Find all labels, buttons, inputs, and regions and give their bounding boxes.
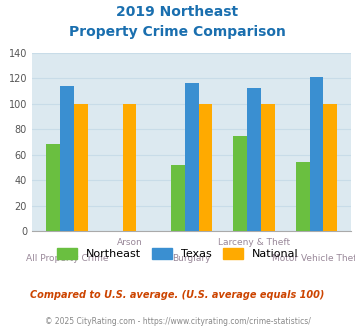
Bar: [47, 145, 60, 231]
Bar: [60, 86, 74, 231]
Bar: [185, 83, 198, 231]
Text: 2019 Northeast: 2019 Northeast: [116, 5, 239, 19]
Bar: [247, 88, 261, 231]
Text: Burglary: Burglary: [173, 254, 211, 263]
Bar: [171, 165, 185, 231]
Bar: [261, 104, 275, 231]
Text: All Property Crime: All Property Crime: [26, 254, 108, 263]
Text: Motor Vehicle Theft: Motor Vehicle Theft: [272, 254, 355, 263]
Bar: [310, 77, 323, 231]
Bar: [122, 104, 136, 231]
Text: Arson: Arson: [116, 238, 142, 247]
Bar: [74, 104, 88, 231]
Bar: [198, 104, 212, 231]
Bar: [234, 136, 247, 231]
Text: Compared to U.S. average. (U.S. average equals 100): Compared to U.S. average. (U.S. average …: [30, 290, 325, 300]
Legend: Northeast, Texas, National: Northeast, Texas, National: [52, 243, 303, 263]
Bar: [323, 104, 337, 231]
Bar: [296, 162, 310, 231]
Text: © 2025 CityRating.com - https://www.cityrating.com/crime-statistics/: © 2025 CityRating.com - https://www.city…: [45, 317, 310, 326]
Text: Property Crime Comparison: Property Crime Comparison: [69, 25, 286, 39]
Text: Larceny & Theft: Larceny & Theft: [218, 238, 290, 247]
